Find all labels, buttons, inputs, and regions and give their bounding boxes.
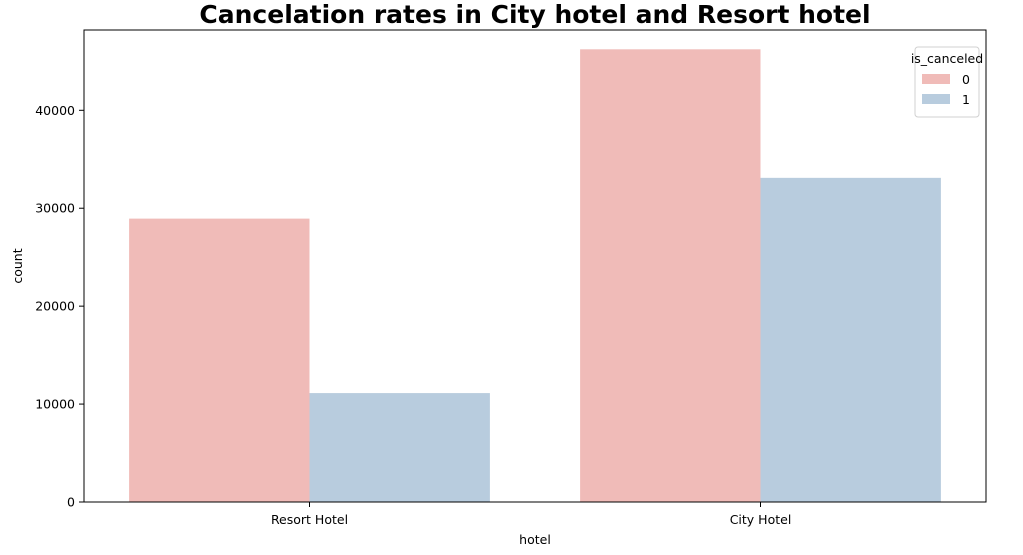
bar-resort-hotel-series-1 xyxy=(309,393,490,502)
legend-label-1: 1 xyxy=(962,92,970,107)
legend: is_canceled 0 1 xyxy=(911,46,983,118)
plot-frame xyxy=(83,29,987,503)
y-tick-label: 0 xyxy=(67,495,75,510)
axes-group: 0 10000 20000 30000 40000 Resort Hotel City Ho… xyxy=(35,29,987,527)
y-tick-label: 20000 xyxy=(35,299,75,314)
legend-swatch-1 xyxy=(922,94,950,104)
chart-title: Cancelation rates in City hotel and Reso… xyxy=(199,0,870,29)
legend-label-0: 0 xyxy=(962,72,970,87)
x-tick-label: Resort Hotel xyxy=(271,512,348,527)
legend-title: is_canceled xyxy=(911,51,983,66)
y-axis-label: count xyxy=(10,248,25,283)
x-tick-label: City Hotel xyxy=(730,512,792,527)
y-tick-label: 40000 xyxy=(35,103,75,118)
bar-resort-hotel-series-0 xyxy=(129,218,310,503)
bar-city-hotel-series-1 xyxy=(760,177,941,502)
bars-group xyxy=(129,49,941,503)
legend-swatch-0 xyxy=(922,74,950,84)
y-tick-label: 10000 xyxy=(35,397,75,412)
x-axis-label: hotel xyxy=(519,532,551,547)
bar-city-hotel-series-0 xyxy=(580,49,761,502)
y-tick-label: 30000 xyxy=(35,201,75,216)
